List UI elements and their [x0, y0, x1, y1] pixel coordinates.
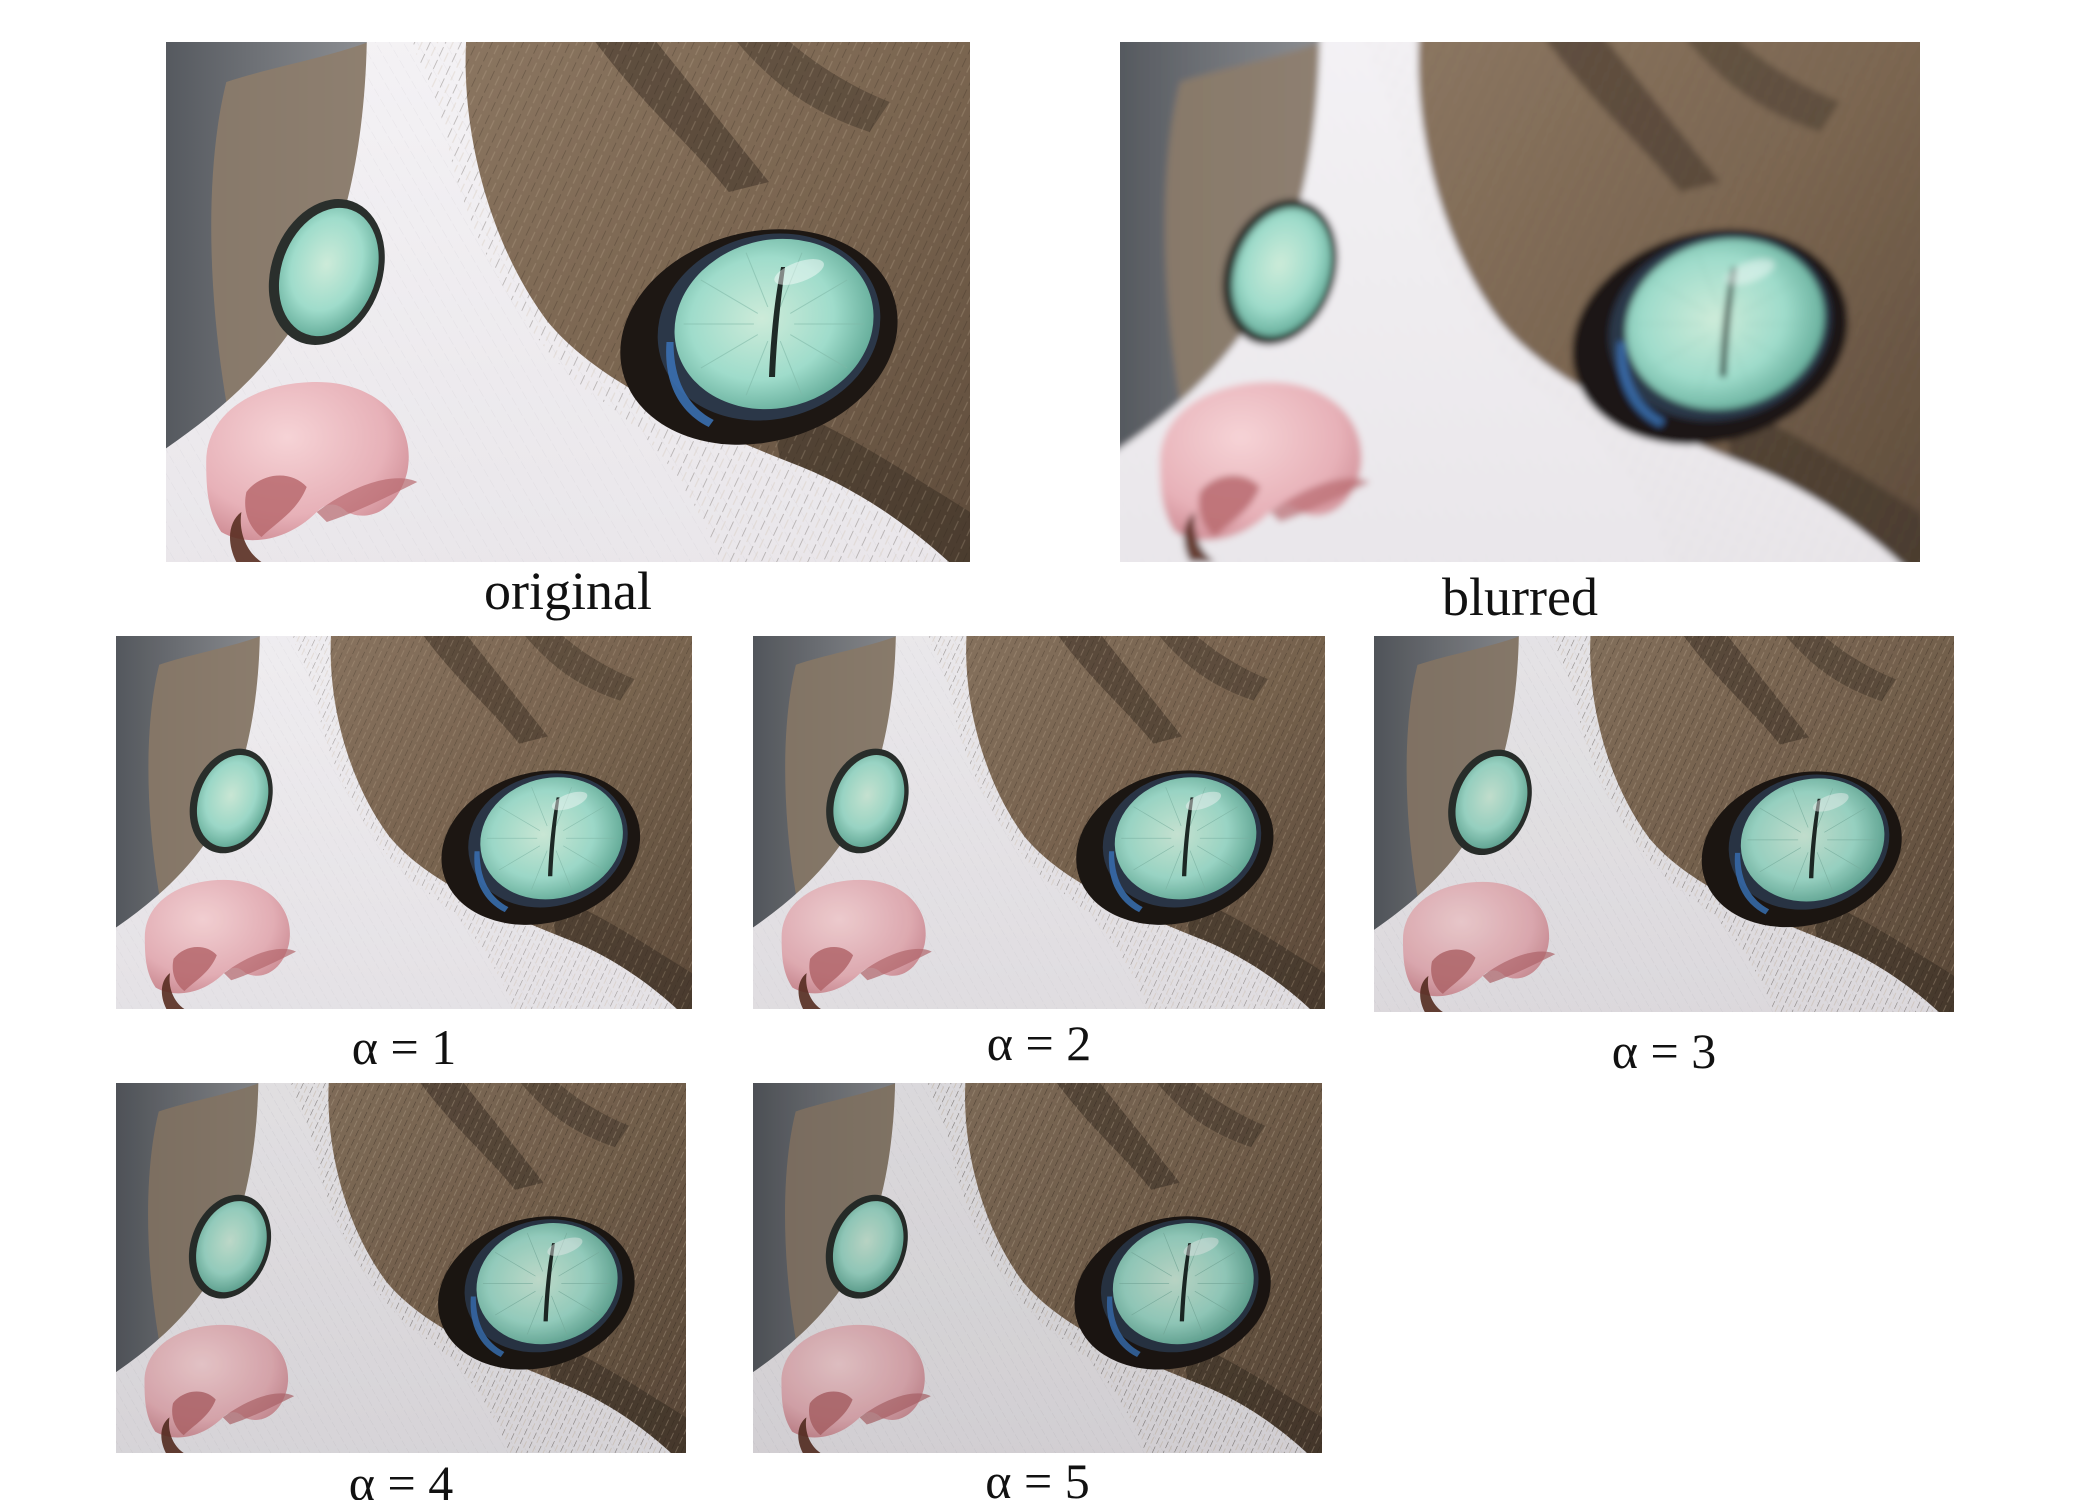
cat-photo-svg	[116, 1083, 686, 1453]
caption-original: original	[484, 561, 652, 621]
photo-alpha-1	[116, 636, 692, 1009]
photo-alpha-5	[753, 1083, 1322, 1453]
cat-photo-svg	[166, 42, 970, 562]
cat-photo-svg	[1120, 42, 1920, 562]
cat-photo-svg	[753, 636, 1325, 1009]
caption-alpha-4: α = 4	[348, 1455, 454, 1500]
caption-alpha-1: α = 1	[351, 1019, 457, 1075]
cat-photo-svg	[1374, 636, 1954, 1012]
cat-photo-svg	[753, 1083, 1322, 1453]
photo-blurred	[1120, 42, 1920, 562]
caption-alpha-3: α = 3	[1611, 1023, 1717, 1079]
photo-alpha-2	[753, 636, 1325, 1009]
photo-original	[166, 42, 970, 562]
photo-alpha-3	[1374, 636, 1954, 1012]
cat-photo-svg	[116, 636, 692, 1009]
caption-alpha-2: α = 2	[986, 1015, 1092, 1071]
caption-blurred: blurred	[1442, 567, 1598, 627]
caption-alpha-5: α = 5	[985, 1453, 1090, 1500]
photo-alpha-4	[116, 1083, 686, 1453]
